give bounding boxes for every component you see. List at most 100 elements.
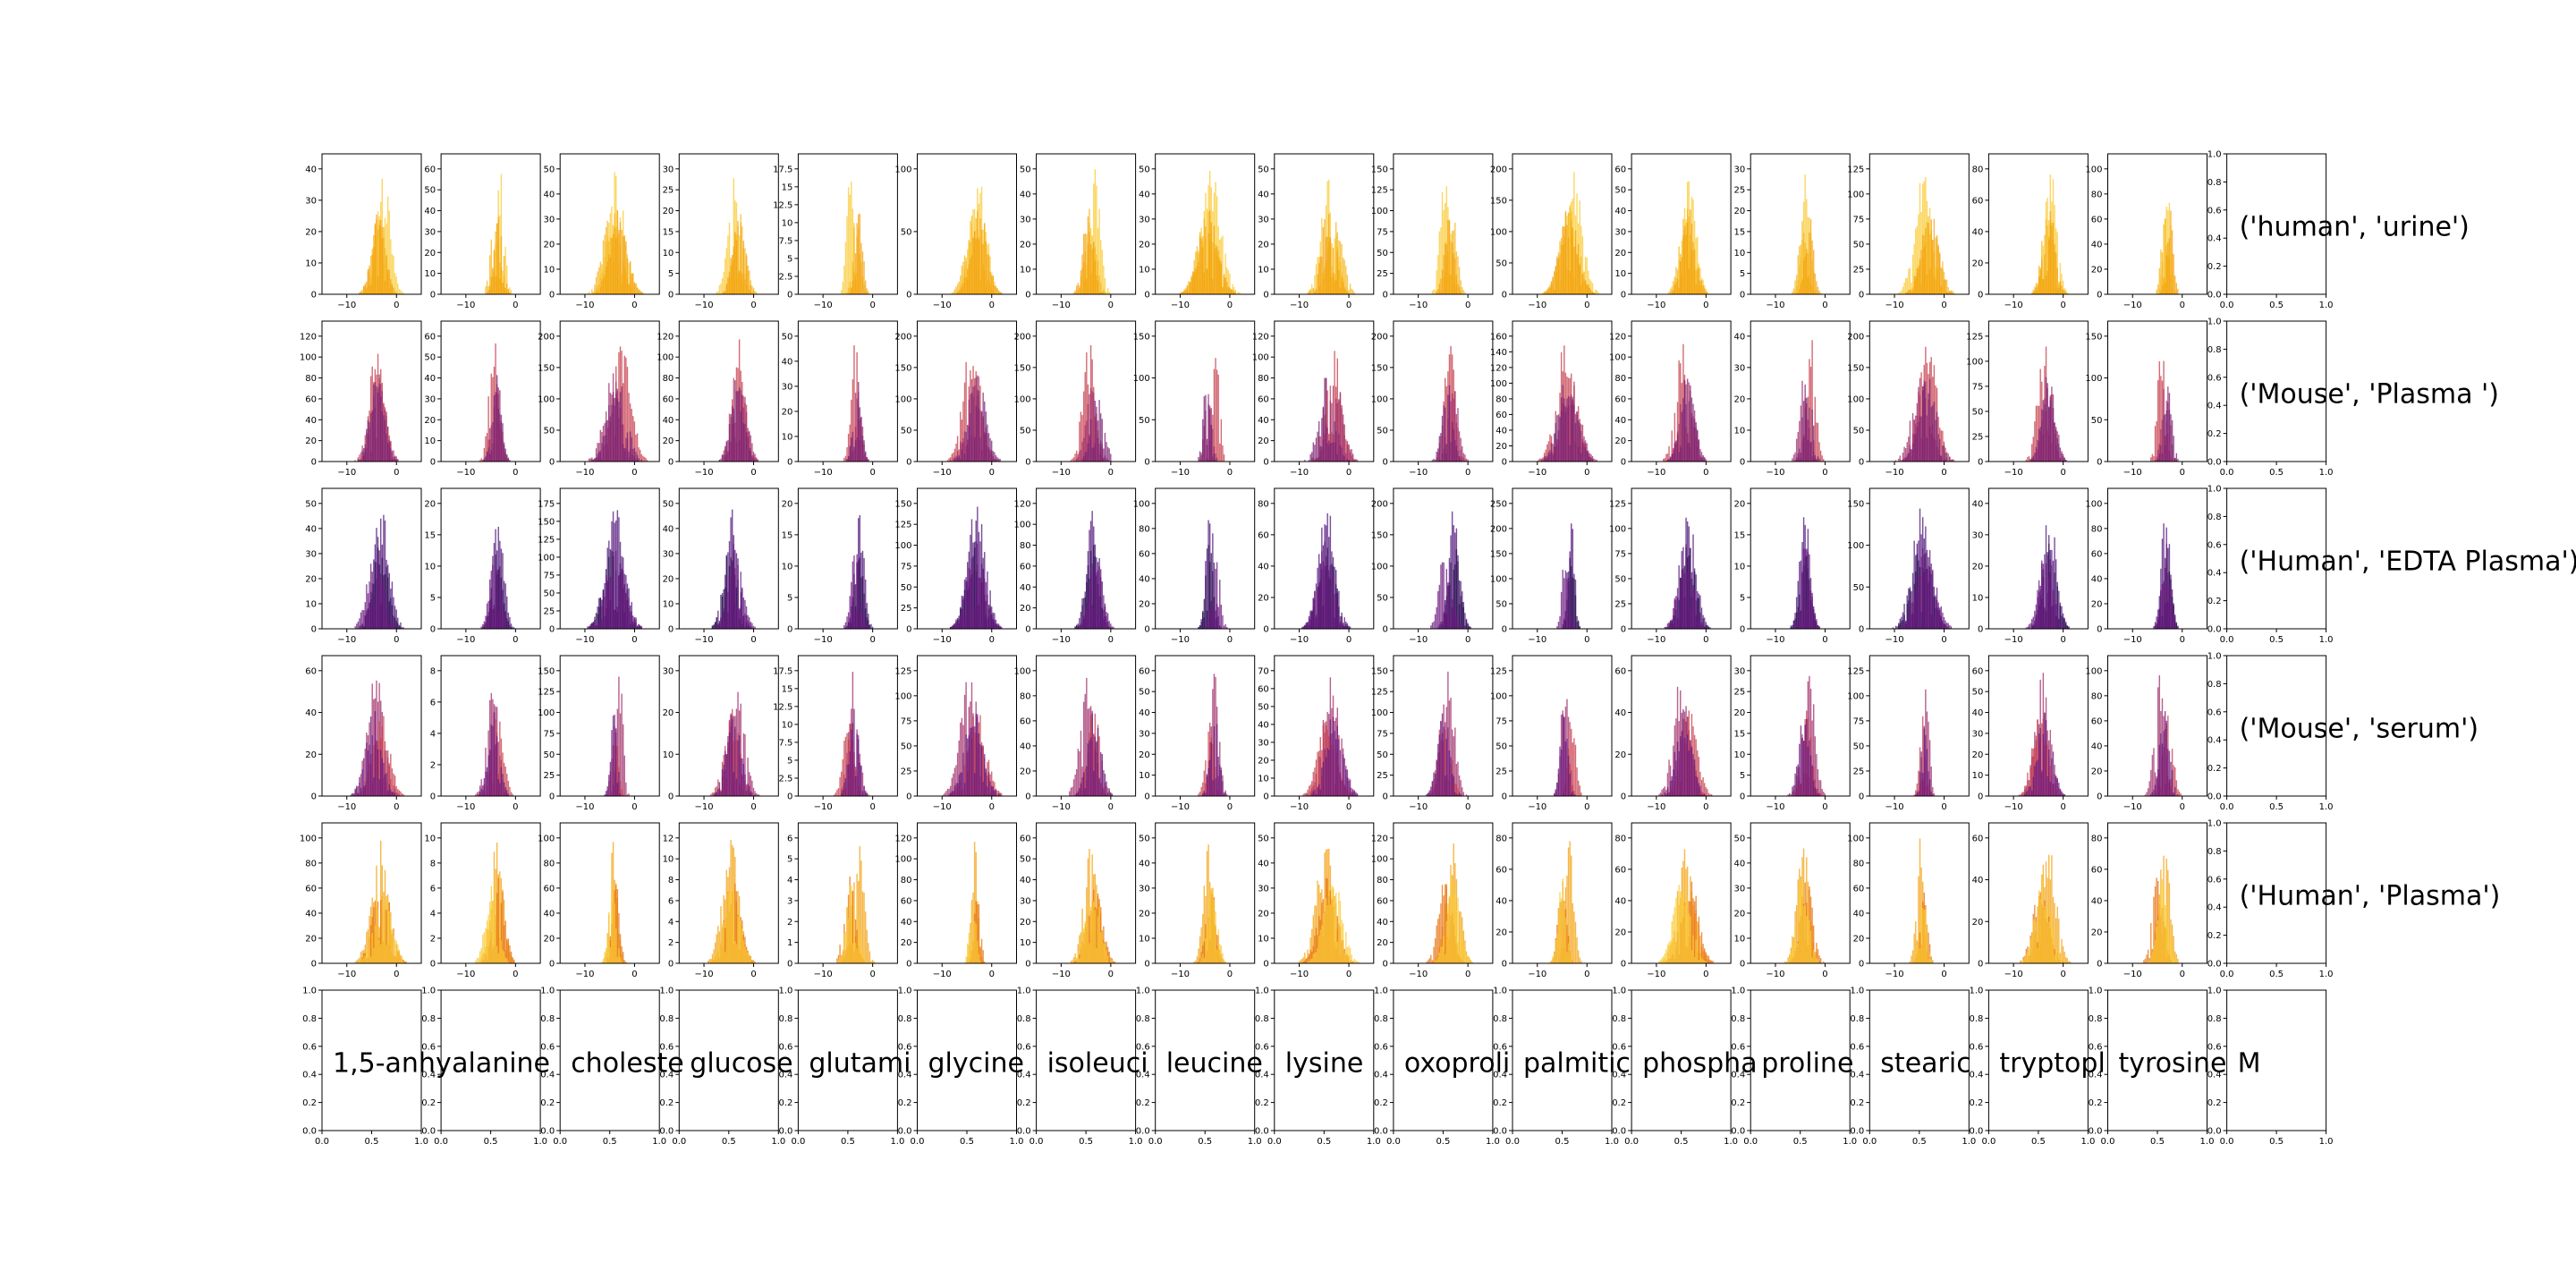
y-tick-label: 60 xyxy=(1614,165,1626,174)
histogram-bar xyxy=(489,285,491,294)
histogram-bar xyxy=(1811,240,1813,294)
histogram-bar xyxy=(1440,278,1442,294)
y-tick-label: 40 xyxy=(1139,190,1150,199)
y-tick-label: 0 xyxy=(1740,291,1745,301)
histogram-bar xyxy=(749,617,750,629)
histogram-bar xyxy=(489,579,491,629)
histogram-bar xyxy=(1203,272,1206,294)
y-tick-label: 60 xyxy=(305,394,317,404)
y-tick-label: 0 xyxy=(430,458,436,468)
histogram-bar xyxy=(1926,572,1928,629)
histogram-bar xyxy=(1460,437,1462,462)
y-tick-label: 0 xyxy=(668,792,674,802)
histogram-bar xyxy=(1443,562,1445,629)
histogram-bar xyxy=(1695,600,1697,629)
histogram-bar xyxy=(487,447,489,462)
y-tick-label: 80 xyxy=(663,374,674,384)
histogram-bar xyxy=(2174,458,2176,462)
x-tick-label: −10 xyxy=(1528,468,1546,478)
histogram-bar xyxy=(1206,438,1208,462)
x-tick-label: 0 xyxy=(513,301,518,310)
histogram-bar xyxy=(968,426,970,462)
histogram-bar xyxy=(485,436,487,462)
row-label: ('human', 'urine') xyxy=(2240,212,2470,243)
histogram-bar xyxy=(1084,425,1086,462)
histogram-bar xyxy=(1799,448,1801,462)
histogram-bar xyxy=(2175,622,2178,629)
y-tick-label: 0.0 xyxy=(2207,291,2222,301)
histogram-bar xyxy=(1947,292,1949,294)
histogram-bar xyxy=(1096,185,1097,294)
histogram-bar xyxy=(1319,564,1321,629)
histogram-bar xyxy=(1797,255,1799,294)
y-tick-label: 30 xyxy=(1733,165,1745,174)
histogram-bar xyxy=(724,750,726,796)
histogram-bar xyxy=(2027,456,2029,462)
histogram-bar xyxy=(1445,244,1447,294)
histogram-bar xyxy=(479,791,481,796)
histogram-bar xyxy=(1080,449,1082,462)
histogram-bar xyxy=(1906,442,1908,462)
histogram-bar xyxy=(374,382,377,462)
histogram-bar xyxy=(633,282,636,294)
histogram-bar xyxy=(377,393,379,462)
histogram-bar xyxy=(628,393,630,462)
histogram-bar xyxy=(979,437,981,462)
histogram-bar xyxy=(2161,584,2164,629)
x-tick-label: 0 xyxy=(2180,301,2185,310)
x-tick-label: 0 xyxy=(513,802,518,812)
histogram-bar xyxy=(1671,430,1673,462)
histogram-bar xyxy=(723,291,724,294)
y-tick-label: 40 xyxy=(1972,227,1984,237)
histogram-bar xyxy=(507,780,510,796)
histogram-bar xyxy=(1695,270,1697,294)
histogram-bar xyxy=(1560,244,1563,294)
histogram-bar xyxy=(2039,269,2041,294)
y-tick-label: 0 xyxy=(1025,625,1030,635)
y-tick-label: 40 xyxy=(1258,562,1269,572)
histogram-bar xyxy=(592,459,595,462)
histogram-bar xyxy=(360,452,362,462)
histogram-bar xyxy=(852,280,854,294)
histogram-bar xyxy=(480,458,482,462)
histogram-bar xyxy=(1584,447,1587,462)
histogram-bar xyxy=(1455,445,1458,462)
histogram-bar xyxy=(367,268,369,294)
histogram-bar xyxy=(376,386,377,462)
histogram-bar xyxy=(1816,422,1818,462)
y-tick-label: 10 xyxy=(305,599,317,609)
y-tick-label: 0.6 xyxy=(2207,373,2222,383)
histogram-bar xyxy=(1091,564,1093,629)
histogram-bar xyxy=(1103,595,1105,629)
histogram-bar xyxy=(1574,230,1577,294)
histogram-bar xyxy=(359,454,360,462)
histogram-bar xyxy=(595,457,597,462)
y-tick-label: 200 xyxy=(1490,165,1507,174)
histogram-bar xyxy=(1903,459,1905,462)
histogram-bar xyxy=(1458,267,1461,294)
histogram-bar xyxy=(741,589,743,629)
histogram-bar xyxy=(1673,453,1674,462)
histogram-bar xyxy=(1324,219,1326,294)
histogram-bars xyxy=(1542,172,1599,294)
histogram-bar xyxy=(621,386,623,462)
histogram-bar xyxy=(619,392,622,462)
histogram-bar xyxy=(1091,448,1093,462)
histogram-bar xyxy=(956,620,959,629)
histogram-bar xyxy=(2052,408,2055,462)
y-tick-label: 120 xyxy=(1252,332,1269,342)
histogram-bar xyxy=(751,455,753,462)
x-tick-label: 1.0 xyxy=(2319,635,2334,645)
histogram-bar xyxy=(1926,275,1928,294)
histogram-bars xyxy=(1070,344,1112,462)
histogram-bar xyxy=(1338,240,1340,294)
histogram-bar xyxy=(1538,459,1539,462)
histogram-bar xyxy=(1688,216,1690,294)
histogram-bar xyxy=(629,431,631,462)
histogram-bar xyxy=(1093,242,1095,294)
histogram-bar xyxy=(1586,257,1588,294)
histogram-bar xyxy=(1581,442,1584,462)
histogram-bar xyxy=(1234,292,1236,294)
y-tick-label: 0.2 xyxy=(2207,429,2222,439)
histogram-bar xyxy=(999,459,1001,462)
